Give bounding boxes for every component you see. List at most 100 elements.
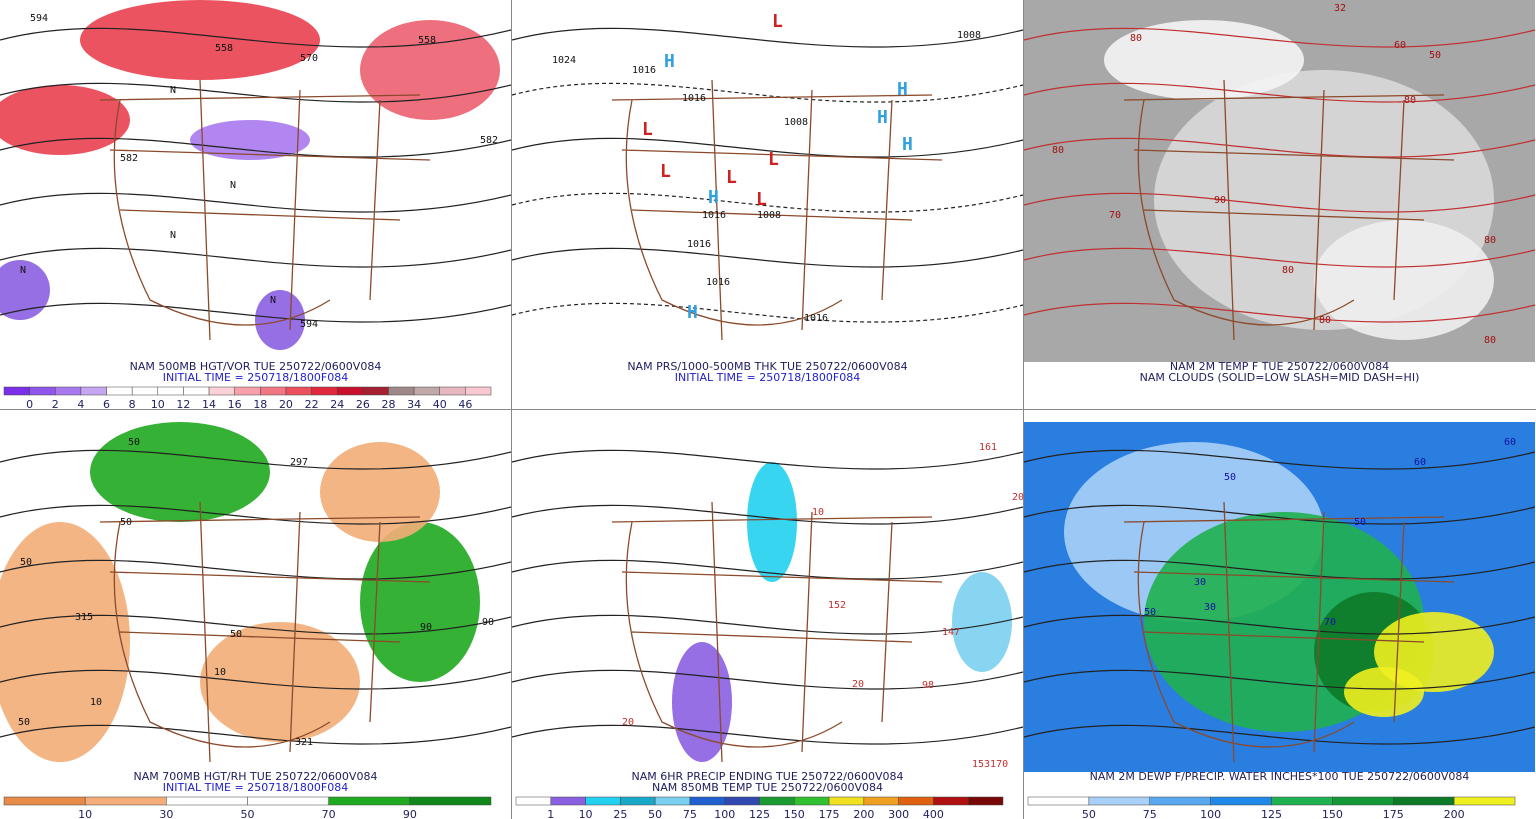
map-label: 50 <box>1144 607 1156 618</box>
colorbar-label: 50 <box>1082 808 1096 819</box>
field-shading <box>90 422 270 522</box>
colorbar-label: 100 <box>714 808 735 819</box>
map-label: 80 <box>1282 265 1294 276</box>
contour-line <box>1023 302 1536 323</box>
colorbar-label: 175 <box>1383 808 1404 819</box>
colorbar-label: 6 <box>103 398 110 411</box>
map-label: H <box>877 107 888 128</box>
colorbar-swatch <box>933 796 969 806</box>
colorbar-swatch <box>409 796 492 806</box>
map-label: L <box>642 119 653 140</box>
caption: NAM 2M TEMP F TUE 250722/0600V084 <box>1170 360 1389 373</box>
colorbar-label: 0 <box>26 398 33 411</box>
colorbar-swatch <box>106 386 133 396</box>
panel: 80 80 70 80 80 80 80 80 90 60 50 32 NAM 2M TEMP F TU… <box>1023 0 1536 384</box>
colorbar-label: 125 <box>749 808 770 819</box>
colorbar-swatch <box>29 386 56 396</box>
colorbar-swatch <box>166 796 248 806</box>
map-label: 98 <box>922 680 934 691</box>
colorbar-label: 125 <box>1261 808 1282 819</box>
map-label: H <box>708 187 719 208</box>
map-label: 90 <box>420 622 432 633</box>
map-label: 1016 <box>706 277 730 288</box>
panel: 50 50 60 60 70 30 30 50 NAM 2M DEWP F/PRECIP. WA… <box>1023 422 1536 819</box>
colorbar-swatch <box>828 796 865 806</box>
map-label: 32 <box>1334 3 1346 14</box>
caption: INITIAL TIME = 250718/1800F084 <box>163 781 348 794</box>
colorbar-swatch <box>336 386 364 396</box>
field-shading <box>360 522 480 682</box>
colorbar-label: 10 <box>151 398 165 411</box>
contour-line <box>511 669 1024 690</box>
colorbar-swatch <box>1271 796 1333 806</box>
field-shading <box>0 522 130 762</box>
map-label: 50 <box>18 717 30 728</box>
colorbar-label: 46 <box>458 398 472 411</box>
colorbar-swatch <box>1332 796 1394 806</box>
contour-line <box>511 449 1024 470</box>
colorbar-label: 150 <box>784 808 805 819</box>
map-label: 50 <box>1224 472 1236 483</box>
colorbar-swatch <box>234 386 261 396</box>
colorbar-label: 400 <box>923 808 944 819</box>
colorbar-swatch <box>388 386 415 396</box>
map-label: 50 <box>128 437 140 448</box>
map-label: 321 <box>295 737 313 748</box>
map-label: 582 <box>120 153 138 164</box>
contour-line <box>0 302 512 323</box>
contour-line <box>511 302 1024 323</box>
colorbar-swatch <box>208 386 235 396</box>
map-label: 1016 <box>687 239 711 250</box>
colorbar-label: 22 <box>305 398 319 411</box>
map-label: 80 <box>1052 145 1064 156</box>
map-label: 594 <box>30 13 48 24</box>
map-label: 1024 <box>552 55 576 66</box>
colorbar-label: 40 <box>433 398 447 411</box>
contour-line <box>0 724 512 745</box>
map-label: 570 <box>300 53 318 64</box>
colorbar-swatch <box>1393 796 1455 806</box>
map-label: 1008 <box>757 210 781 221</box>
map-label: 80 <box>1319 315 1331 326</box>
colorbar-label: 50 <box>648 808 662 819</box>
map-label: 50 <box>1354 517 1366 528</box>
map-label: 80 <box>1404 95 1416 106</box>
contour-line <box>0 559 512 580</box>
map-label: L <box>772 11 783 32</box>
colorbar-swatch <box>84 796 167 806</box>
map-label: N <box>170 230 176 241</box>
colorbar-label: 200 <box>1444 808 1465 819</box>
map-label: 147 <box>942 627 960 638</box>
colorbar-label: 75 <box>1143 808 1157 819</box>
colorbar-label: 75 <box>683 808 697 819</box>
contour-line <box>511 27 1024 48</box>
colorbar-swatch <box>80 386 107 396</box>
map-label: 50 <box>120 517 132 528</box>
contour-line <box>511 192 1024 213</box>
contour-line <box>1023 247 1536 268</box>
caption: NAM CLOUDS (SOLID=LOW SLASH=MID DASH=HI) <box>1140 371 1420 384</box>
field-shading <box>255 290 305 350</box>
map-label: 60 <box>1504 437 1516 448</box>
field-shading <box>80 0 320 80</box>
contour-line <box>0 82 512 103</box>
colorbar-swatch <box>1027 796 1090 806</box>
caption: INITIAL TIME = 250718/1800F084 <box>163 371 348 384</box>
map-label: 90 <box>1214 195 1226 206</box>
field-shading <box>1344 667 1424 717</box>
colorbar-swatch <box>247 796 329 806</box>
colorbar-swatch <box>465 386 492 396</box>
field-shading <box>190 120 310 160</box>
colorbar-label: 175 <box>819 808 840 819</box>
caption: NAM 850MB TEMP TUE 250722/0600V084 <box>652 781 883 794</box>
contour-line <box>511 247 1024 268</box>
map-label: 50 <box>230 629 242 640</box>
colorbar-swatch <box>654 796 691 806</box>
colorbar-label: 50 <box>241 808 255 819</box>
border-line <box>99 79 431 341</box>
map-label: 558 <box>215 43 233 54</box>
map-label: 10 <box>90 697 102 708</box>
contour-line <box>0 669 512 690</box>
colorbar-label: 20 <box>279 398 293 411</box>
